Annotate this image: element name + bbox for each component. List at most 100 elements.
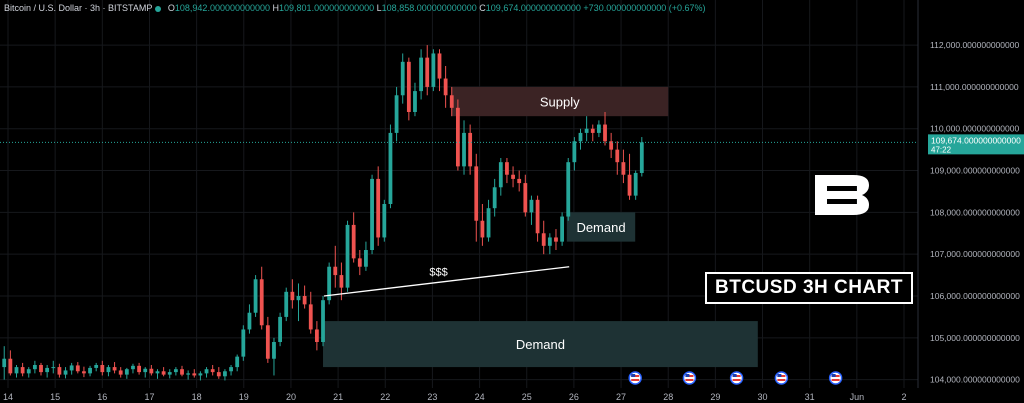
x-tick-label: 16 (97, 392, 107, 402)
candle (449, 86, 454, 117)
candle (560, 212, 565, 246)
liquidity-label: $$$ (429, 266, 447, 278)
supply-zone (451, 86, 669, 117)
candle (308, 291, 313, 334)
candle (229, 365, 233, 376)
flag-circle (774, 371, 789, 385)
candle-body (572, 141, 577, 163)
demand-zone (566, 212, 636, 242)
candle (259, 266, 264, 330)
candle-body (216, 372, 221, 377)
candle-body (308, 304, 313, 330)
candle-body (229, 367, 233, 372)
zones-layer: Supply Demand Demand (323, 86, 758, 368)
candle-body (388, 132, 393, 204)
candle (143, 367, 148, 378)
candle (382, 199, 387, 242)
y-tick-label: 110,000.000000000000 (930, 124, 1019, 134)
candle (124, 367, 129, 379)
candle-body (51, 367, 56, 369)
candle-body (241, 329, 246, 357)
candle (596, 120, 601, 138)
candle (603, 112, 607, 146)
candle (511, 166, 515, 188)
candle-body (578, 132, 583, 142)
flag-canton (631, 374, 636, 377)
candle-body (419, 57, 424, 92)
candle-body (529, 199, 534, 213)
candle-body (486, 208, 491, 238)
price-axis[interactable]: 104,000.000000000000 105,000.000000000000… (917, 0, 1024, 388)
x-tick-label: 30 (758, 392, 768, 402)
candle-body (492, 187, 497, 209)
candle-body (223, 371, 227, 377)
x-tick-label: 18 (192, 392, 202, 402)
flag-circle (729, 371, 744, 385)
candle (210, 365, 215, 376)
candle (474, 153, 479, 242)
candle-body (198, 373, 203, 376)
x-tick-label: 21 (333, 392, 343, 402)
us-flag-icon (828, 371, 843, 385)
candle-body (290, 291, 295, 301)
candle-body (302, 296, 307, 305)
candle (272, 337, 276, 376)
candle (406, 57, 411, 121)
candle (20, 362, 25, 377)
candle-body (57, 367, 62, 375)
candle (584, 116, 589, 142)
candle (26, 367, 31, 378)
candle-body (431, 53, 436, 87)
candle-body (75, 365, 80, 372)
candle-body (413, 91, 417, 112)
y-tick-label: 106,000.000000000000 (930, 291, 1020, 301)
us-flag-icon (682, 371, 697, 385)
candle (480, 204, 485, 246)
candle (253, 275, 258, 317)
y-tick-label: 112,000.000000000000 (930, 40, 1019, 50)
candle (32, 360, 37, 374)
candle-body (88, 367, 92, 374)
candle-body (100, 365, 105, 373)
candle-body (554, 237, 558, 242)
x-tick-label: 22 (380, 392, 390, 402)
candle (173, 367, 178, 376)
flag-canton (831, 374, 836, 377)
flag-stripe (685, 379, 694, 381)
symbol-title: Bitcoin / U.S. Dollar · 3h · BITSTAMP (4, 3, 153, 13)
candle-body (45, 367, 50, 373)
candle-body (155, 371, 160, 374)
candle (302, 285, 307, 309)
candle (345, 220, 350, 292)
candle-body (596, 124, 601, 133)
candle-body (112, 367, 117, 371)
last-price-value: 109,674.000000000000 (931, 135, 1021, 145)
candle (192, 369, 197, 378)
candle (45, 365, 50, 378)
time-axis[interactable]: 14 15 16 17 18 19 20 21 22 23 24 25 26 27 28 29 30 31 Jun 2 (3, 392, 907, 402)
candle (357, 250, 362, 276)
candle (57, 363, 62, 378)
close-label: C (479, 3, 486, 13)
candle (615, 141, 620, 175)
y-tick-label: 111,000.000000000000 (930, 82, 1019, 92)
candle-body (609, 141, 614, 150)
chart-badge: BTCUSD 3H CHART (705, 272, 913, 304)
candle (88, 365, 92, 377)
candle-body (235, 356, 240, 368)
flag-stripe (831, 379, 840, 381)
candle (149, 365, 154, 376)
flag-canton (777, 374, 782, 377)
x-tick-label: Jun (850, 392, 865, 402)
candle-body (210, 369, 215, 373)
candle (39, 362, 43, 376)
candle (578, 128, 583, 150)
x-tick-label: 15 (50, 392, 60, 402)
candle-body (39, 365, 43, 373)
candle (186, 370, 191, 380)
candle (180, 365, 184, 377)
candle-body (603, 124, 607, 142)
candle-body (498, 162, 503, 188)
candle-body (357, 258, 362, 267)
